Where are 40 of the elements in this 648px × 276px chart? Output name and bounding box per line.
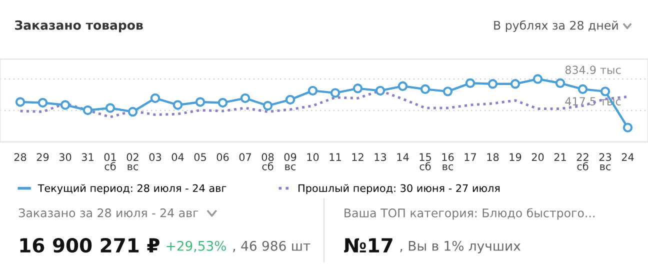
x-tick-label: 30	[59, 153, 72, 162]
x-tick-label: 13	[374, 153, 386, 162]
x-tick-label: 19	[510, 153, 522, 162]
text: +29,53%	[166, 240, 226, 252]
x-tick-label: 12	[352, 153, 364, 161]
x-tick-label: 17	[464, 153, 476, 161]
x-tick-label: 02 вс	[126, 153, 138, 170]
x-tick-label: 23 вс	[599, 153, 612, 170]
x-tick-label: 18	[487, 153, 499, 162]
text: Заказано за 28 июля - 24 авг	[18, 208, 198, 218]
x-tick-label: 24	[622, 153, 634, 161]
legend-label: Текущий период: 28 июля - 24 авг	[38, 184, 226, 194]
text: Ваша ТОП категория: Блюдо быстрого...	[344, 208, 594, 220]
x-tick-label: 14	[397, 153, 409, 161]
x-tick-label: 05	[194, 153, 206, 162]
legend-label: Прошлый период: 30 июня - 27 июля	[298, 184, 500, 194]
x-tick-label: 20	[532, 153, 544, 162]
x-tick-label: 11	[330, 153, 341, 161]
x-tick-label: 28	[14, 153, 26, 162]
text: 16 900 271 ₽	[20, 238, 160, 253]
text: , Вы в 1% лучших	[400, 240, 520, 254]
x-tick-label: 04	[172, 153, 184, 162]
x-tick-label: 09 вс	[284, 153, 296, 170]
chart-subtitle: В рублях за 28 дней	[494, 20, 618, 32]
x-tick-label: 03	[149, 153, 162, 162]
x-tick-label: 10	[307, 153, 319, 162]
x-tick-label: 16 вс	[442, 153, 454, 170]
x-tick-label: 21	[554, 153, 566, 161]
x-tick-label: 06	[216, 153, 229, 162]
x-tick-label: 22 сб	[576, 153, 588, 170]
x-tick-label: 31	[82, 153, 94, 162]
x-tick-label: 07	[239, 153, 251, 162]
chart-title: Заказано товаров	[15, 20, 143, 32]
y-tick-label: 834.9 тыс	[565, 66, 621, 74]
text: , 46 986 шт	[233, 240, 310, 252]
text: №17	[344, 238, 392, 252]
x-tick-label: 15 сб	[420, 153, 431, 170]
x-tick-label: 08 сб	[262, 153, 274, 170]
x-tick-label: 29	[36, 153, 49, 162]
x-tick-label: 01 сб	[104, 153, 116, 170]
